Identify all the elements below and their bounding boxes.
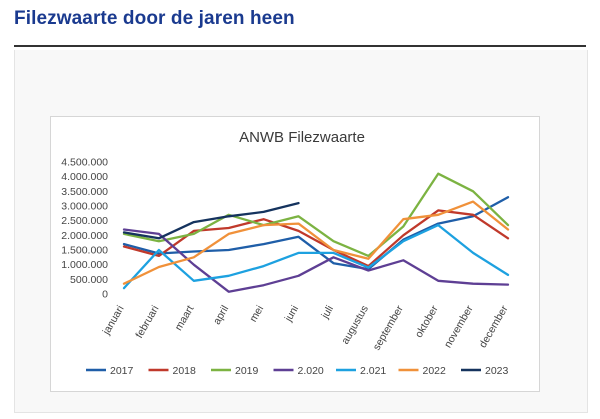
series-line-2018 <box>122 209 510 268</box>
title-divider <box>14 45 586 47</box>
legend-label: 2.021 <box>360 365 386 377</box>
x-axis: januari februari maart april mei juni juli augu… <box>100 303 511 352</box>
y-tick-label: 500.000 <box>70 274 108 286</box>
x-tick-label: december <box>477 303 511 350</box>
x-tick-label: oktober <box>413 303 441 340</box>
chart-legend: 2017 2018 2019 2.020 2.021 2022 2023 <box>86 365 509 377</box>
y-tick-label: 1.500.000 <box>61 245 108 257</box>
page-title: Filezwaarte door de jaren heen <box>14 8 295 29</box>
x-tick-label: maart <box>173 303 197 332</box>
x-tick-label: februari <box>133 304 161 341</box>
x-tick-label: augustus <box>339 304 371 347</box>
chart-title: ANWB Filezwaarte <box>239 129 365 146</box>
legend-label: 2023 <box>485 365 509 377</box>
y-tick-label: 1.000.000 <box>61 259 108 271</box>
y-tick-label: 0 <box>102 289 108 301</box>
x-tick-label: november <box>442 303 476 350</box>
y-tick-label: 2.500.000 <box>61 215 108 227</box>
legend-label: 2017 <box>110 365 134 377</box>
series-line-2022 <box>122 200 510 285</box>
y-tick-label: 2.000.000 <box>61 230 108 242</box>
y-tick-label: 3.000.000 <box>61 201 108 213</box>
series-line-2017 <box>122 196 510 271</box>
line-chart: ANWB Filezwaarte 0 500.000 1.000.000 1.500.… <box>61 129 511 377</box>
legend-label: 2.020 <box>298 365 324 377</box>
series-line-2023 <box>122 201 300 240</box>
x-tick-label: juni <box>282 304 301 325</box>
series-line-2021 <box>122 223 510 290</box>
legend-label: 2018 <box>173 365 197 377</box>
plot-area <box>122 172 510 293</box>
y-tick-label: 4.000.000 <box>61 171 108 183</box>
y-tick-label: 3.500.000 <box>61 186 108 198</box>
x-tick-label: mei <box>247 304 266 325</box>
x-tick-label: juli <box>319 304 336 322</box>
x-tick-label: september <box>371 303 406 352</box>
x-tick-label: april <box>211 304 231 327</box>
y-tick-label: 4.500.000 <box>61 157 108 169</box>
y-axis: 0 500.000 1.000.000 1.500.000 2.000.000 2.500… <box>61 157 108 301</box>
legend-label: 2019 <box>235 365 259 377</box>
x-tick-label: januari <box>100 304 127 338</box>
legend-label: 2022 <box>423 365 447 377</box>
series-line-2019 <box>122 172 510 258</box>
